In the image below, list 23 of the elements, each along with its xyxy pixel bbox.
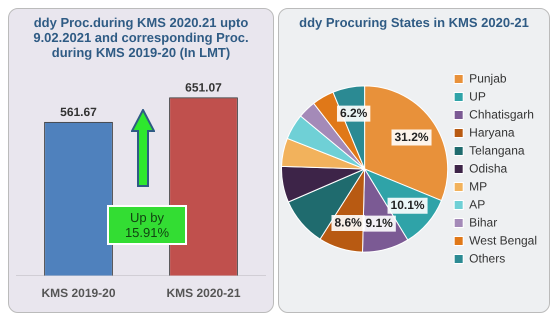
x-tick-label: KMS 2020-21	[166, 286, 241, 300]
legend-label: Odisha	[469, 161, 508, 176]
data-label: 10.1%	[390, 198, 425, 212]
legend-label: AP	[469, 197, 486, 212]
chart-title: ddy Proc.during KMS 2020.21 upto 9.02.2021 and corresponding Proc. during KMS 2019-20 (In LMT)	[32, 14, 250, 60]
legend-label: Bihar	[469, 215, 498, 230]
x-tick-label: KMS 2019-20	[41, 286, 116, 300]
legend-label: Telangana	[469, 143, 525, 158]
legend-label: UP	[469, 89, 486, 104]
data-label: 9.1%	[365, 216, 394, 230]
legend-label: Haryana	[469, 125, 515, 140]
legend-label: Punjab	[469, 71, 507, 86]
annotation: Up by 15.91%	[107, 205, 187, 245]
legend-label: Others	[469, 251, 506, 266]
chart-title: ddy Procuring States in KMS 2020-21	[298, 14, 530, 30]
legend-label: West Bengal	[469, 233, 538, 248]
data-label: 651.07	[185, 80, 222, 95]
data-label: 31.2%	[394, 130, 429, 144]
data-label: 6.2%	[340, 106, 368, 120]
legend-label: Chhatisgarh	[469, 107, 534, 122]
legend-label: MP	[469, 179, 488, 194]
data-label: 8.6%	[334, 215, 362, 230]
data-label: 561.67	[60, 105, 98, 120]
